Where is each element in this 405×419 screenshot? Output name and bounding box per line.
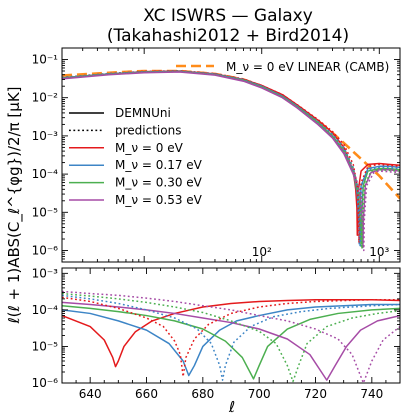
series-group bbox=[62, 69, 400, 252]
legend-label-2: M_ν = 0 eV bbox=[115, 141, 184, 155]
chart-subtitle: (Takahashi2012 + Bird2014) bbox=[107, 26, 349, 46]
x-tick-label: 740 bbox=[360, 387, 383, 401]
y-tick-label: 10⁻⁵ bbox=[32, 339, 59, 353]
x-tick-label: 660 bbox=[135, 387, 158, 401]
y-tick-label: 10⁻⁶ bbox=[32, 244, 59, 258]
legend-label-linear: M_ν = 0 eV LINEAR (CAMB) bbox=[226, 60, 389, 74]
series-line-2 bbox=[62, 304, 400, 380]
x-axis-label: ℓ bbox=[228, 398, 235, 416]
legend-label-1: predictions bbox=[115, 123, 181, 137]
series-line-4 bbox=[62, 71, 400, 249]
y-axis-label: ℓ(ℓ + 1)ABS(C_ℓ^{φg})/2/π [μK] bbox=[5, 86, 24, 324]
series-line-0 bbox=[62, 298, 400, 368]
x-tick-label: 640 bbox=[79, 387, 102, 401]
series-group bbox=[62, 290, 400, 383]
series-line-0 bbox=[62, 69, 400, 200]
legend-label-4: M_ν = 0.30 eV bbox=[115, 176, 203, 190]
legend-label-5: M_ν = 0.53 eV bbox=[115, 193, 203, 207]
y-tick-label: 10⁻³ bbox=[32, 129, 59, 143]
y-tick-label: 10⁻⁴ bbox=[32, 167, 59, 181]
legend-label-0: DEMNUni bbox=[115, 106, 171, 120]
series-line-8 bbox=[62, 70, 400, 252]
plot-frame bbox=[61, 47, 401, 263]
y-tick-label: 10⁻⁶ bbox=[32, 376, 59, 390]
series-line-4 bbox=[62, 296, 400, 378]
series-line-7 bbox=[62, 70, 400, 250]
series-line-1 bbox=[62, 70, 400, 237]
bottom-panel: 10⁻⁶ 10⁻⁵ 10⁻⁴ 10⁻³ 640 660 680 700 720 740 bbox=[32, 266, 401, 401]
series-line-5 bbox=[62, 294, 400, 381]
y-tick-label: 10⁻⁴ bbox=[32, 303, 59, 317]
series-line-6 bbox=[62, 292, 400, 383]
series-line-5 bbox=[62, 69, 400, 244]
series-line-1 bbox=[62, 303, 400, 377]
y-tick-label: 10⁻³ bbox=[32, 266, 59, 280]
chart-title: XC ISWRS — Galaxy bbox=[143, 6, 313, 26]
legend-label-3: M_ν = 0.17 eV bbox=[115, 158, 203, 172]
plot-frame bbox=[61, 267, 401, 384]
x-tick-label: 720 bbox=[304, 387, 327, 401]
x-tick-label: 680 bbox=[191, 387, 214, 401]
x-tick-label: 700 bbox=[248, 387, 271, 401]
y-tick-label: 10⁻¹ bbox=[32, 52, 59, 66]
x-tick-label: 10² bbox=[252, 245, 272, 259]
top-panel: 10⁻⁶ 10⁻⁵ 10⁻⁴ 10⁻³ 10⁻² 10⁻¹ 10² 10³ M_ν = 0 eV… bbox=[32, 47, 401, 263]
series-line-3 bbox=[62, 301, 400, 381]
y-tick-label: 10⁻² bbox=[32, 91, 59, 105]
y-tick-label: 10⁻⁵ bbox=[32, 205, 59, 219]
series-line-7 bbox=[62, 290, 400, 383]
x-tick-label: 10³ bbox=[369, 245, 389, 259]
